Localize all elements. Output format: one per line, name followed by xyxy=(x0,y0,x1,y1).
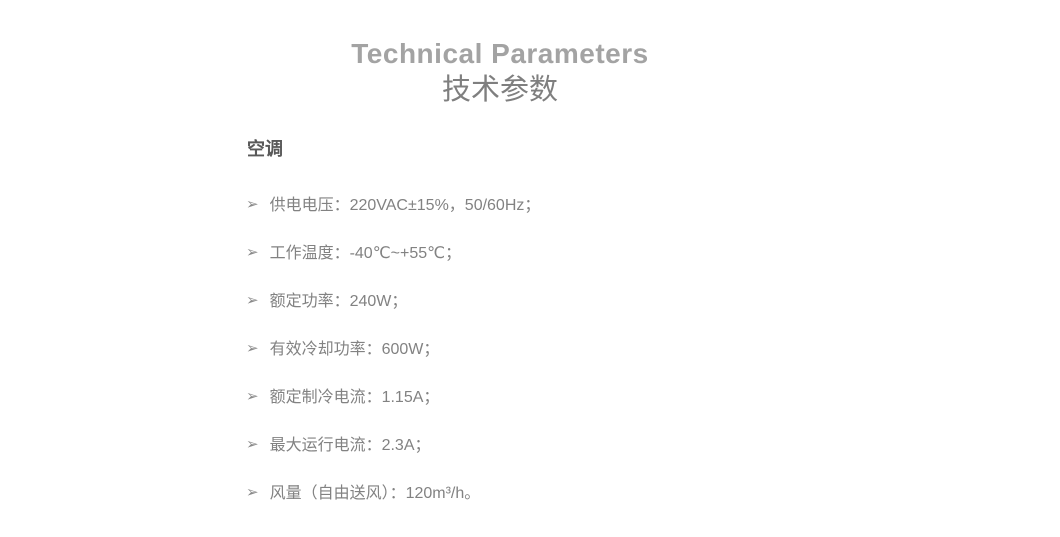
list-item: ➢ 最大运行电流：2.3A； xyxy=(246,435,760,457)
arrow-bullet-icon: ➢ xyxy=(246,387,259,405)
parameter-supply-voltage: 供电电压：220VAC±15%，50/60Hz； xyxy=(269,196,541,214)
list-item: ➢ 额定功率：240W； xyxy=(246,291,760,313)
page-title-chinese: 技术参数 xyxy=(441,74,558,107)
technical-parameters-section: Technical Parameters 技术参数 空调 ➢ 供电电压：220V… xyxy=(240,0,760,505)
parameter-effective-cooling-power: 有效冷却功率：600W； xyxy=(269,340,440,358)
parameter-operating-temperature: 工作温度：-40℃~+55℃； xyxy=(269,244,462,262)
arrow-bullet-icon: ➢ xyxy=(246,483,259,501)
page-title-english: Technical Parameters xyxy=(351,38,649,69)
section-heading-air-conditioner: 空调 xyxy=(247,138,283,159)
parameter-rated-cooling-current: 额定制冷电流：1.15A； xyxy=(269,388,440,406)
arrow-bullet-icon: ➢ xyxy=(246,435,259,453)
arrow-bullet-icon: ➢ xyxy=(246,291,259,309)
list-item: ➢ 有效冷却功率：600W； xyxy=(246,339,760,361)
parameter-air-flow: 风量（自由送风）：120m³/h。 xyxy=(269,484,481,502)
parameter-max-running-current: 最大运行电流：2.3A； xyxy=(269,436,431,454)
arrow-bullet-icon: ➢ xyxy=(246,243,259,261)
list-item: ➢ 额定制冷电流：1.15A； xyxy=(246,387,760,409)
parameter-list: ➢ 供电电压：220VAC±15%，50/60Hz； ➢ 工作温度：-40℃~+… xyxy=(246,195,760,505)
parameter-rated-power: 额定功率：240W； xyxy=(269,292,408,310)
list-item: ➢ 供电电压：220VAC±15%，50/60Hz； xyxy=(246,195,760,217)
arrow-bullet-icon: ➢ xyxy=(246,195,259,213)
arrow-bullet-icon: ➢ xyxy=(246,339,259,357)
list-item: ➢ 风量（自由送风）：120m³/h。 xyxy=(246,483,760,505)
list-item: ➢ 工作温度：-40℃~+55℃； xyxy=(246,243,760,265)
